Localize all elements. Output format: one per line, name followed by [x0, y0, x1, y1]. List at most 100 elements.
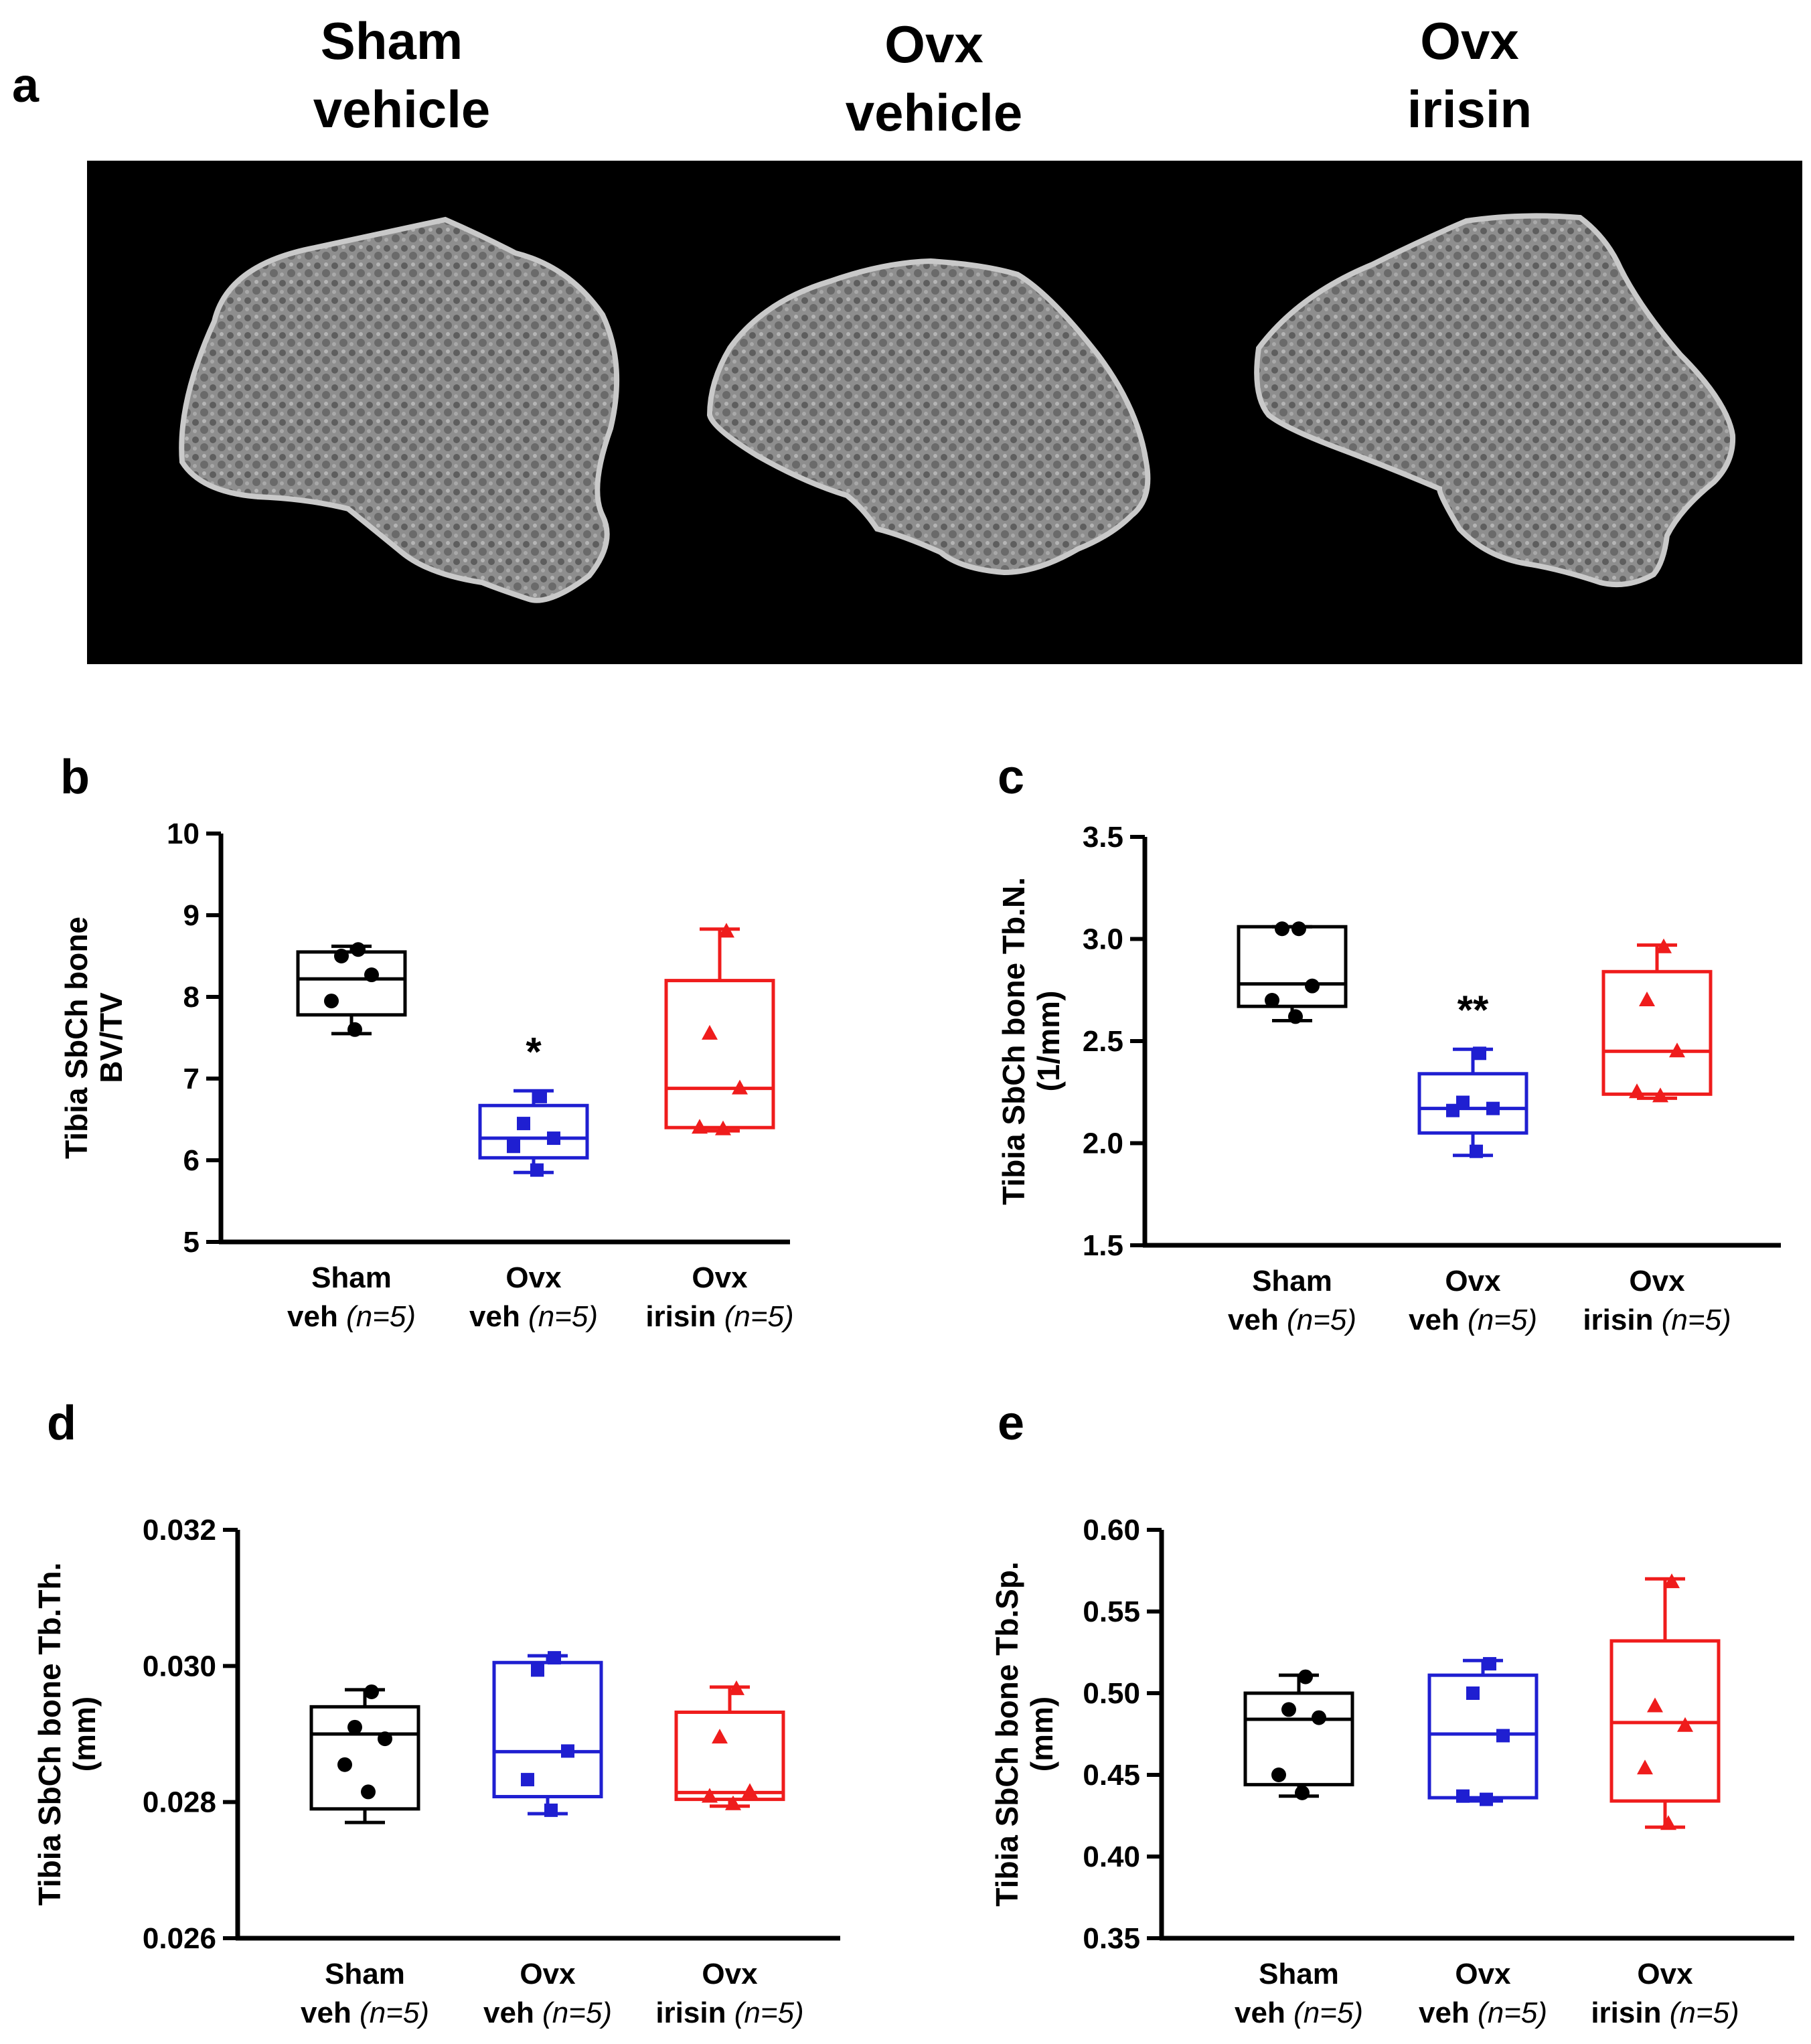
box-group: [492, 1651, 603, 1817]
x-category-n: (n=5): [528, 1300, 598, 1333]
data-point: [1473, 1046, 1486, 1060]
x-category-n: (n=5): [1293, 1996, 1363, 2029]
data-point: [702, 1024, 718, 1040]
x-category-n: (n=5): [734, 1996, 804, 2029]
panel-b-letter: b: [60, 751, 90, 804]
data-point: [1312, 1710, 1326, 1725]
x-category-label-line2: veh (n=5): [1419, 1996, 1547, 2029]
y-axis-label: Tibia SbCh bone Tb.Sp.: [990, 1561, 1024, 1906]
x-category-group: veh: [483, 1996, 542, 2029]
x-category-label: Ovx: [1455, 1958, 1511, 1990]
data-point: [530, 1163, 544, 1177]
box-group: [296, 942, 407, 1037]
x-category-label: Ovx: [692, 1261, 748, 1294]
data-point: [351, 942, 366, 957]
y-tick-label: 0.030: [143, 1650, 216, 1682]
x-category-label-line2: veh (n=5): [287, 1300, 416, 1333]
box-iqr: [1427, 1673, 1539, 1800]
y-axis-label: Tibia SbCh bone Tb.N.: [996, 877, 1031, 1205]
significance-annotation: **: [1458, 988, 1489, 1032]
data-point: [1647, 1697, 1663, 1713]
data-point: [1669, 1042, 1685, 1058]
y-tick-label: 0.026: [143, 1922, 216, 1955]
data-point: [337, 1757, 352, 1772]
x-category-group: veh: [1419, 1996, 1478, 2029]
y-axis-label: (mm): [67, 1697, 102, 1772]
panel-a-letter: a: [12, 59, 40, 112]
x-category-label-line2: irisin (n=5): [1583, 1304, 1731, 1336]
x-category-group: veh: [1235, 1996, 1293, 2029]
data-point: [561, 1744, 574, 1758]
data-point: [1265, 993, 1279, 1008]
x-category-group: irisin: [1583, 1304, 1661, 1336]
data-point: [347, 1022, 362, 1037]
y-tick-label: 0.35: [1083, 1922, 1140, 1955]
data-point: [1456, 1789, 1470, 1803]
x-category-label-line2: veh (n=5): [469, 1300, 598, 1333]
data-point: [702, 1788, 718, 1803]
y-tick-label: 5: [183, 1226, 200, 1259]
data-point: [1637, 1759, 1653, 1775]
y-tick-label: 0.60: [1083, 1514, 1140, 1547]
x-category-label: Sham: [325, 1958, 405, 1990]
data-point: [1639, 992, 1655, 1006]
data-point: [1295, 1785, 1310, 1800]
box-iqr: [296, 950, 407, 1017]
data-point: [1466, 1686, 1480, 1700]
x-category-label-line2: irisin (n=5): [655, 1996, 803, 2029]
data-point: [531, 1663, 544, 1677]
x-category-label-line2: irisin (n=5): [645, 1300, 793, 1333]
data-point: [1483, 1657, 1496, 1671]
x-category-label: Ovx: [520, 1958, 576, 1990]
data-point: [1275, 921, 1289, 937]
data-point: [544, 1803, 558, 1817]
y-tick-label: 2.0: [1083, 1127, 1123, 1160]
y-tick-label: 0.40: [1083, 1840, 1140, 1873]
data-point: [364, 1684, 379, 1699]
chart-tb-sp: 0.35 0.40 0.45 0.50 0.55 0.60 Tibia SbCh bone …: [990, 1514, 1794, 2029]
x-category-n: (n=5): [542, 1996, 612, 2029]
box-iqr: [1601, 969, 1713, 1096]
y-tick-label: 7: [183, 1063, 200, 1095]
y-tick-label: 9: [183, 899, 200, 932]
x-category-label-line2: veh (n=5): [1235, 1996, 1363, 2029]
data-point: [1288, 1009, 1303, 1024]
x-category-group: veh: [1409, 1304, 1468, 1336]
column-title-sham-line2: vehicle: [313, 80, 491, 139]
bone-section-ovx-irisin: [1254, 213, 1736, 588]
box-group: [1601, 938, 1713, 1103]
x-category-n: (n=5): [346, 1300, 416, 1333]
box-group: [1237, 921, 1348, 1024]
x-category-n: (n=5): [1670, 1996, 1739, 2029]
data-point: [521, 1773, 534, 1787]
data-point: [361, 1784, 376, 1800]
box-group: [1243, 1669, 1354, 1800]
bone-section-sham: [179, 216, 620, 603]
data-point: [507, 1139, 520, 1154]
box-group: [664, 923, 775, 1135]
data-point: [1446, 1103, 1460, 1117]
data-point: [732, 1079, 748, 1095]
x-category-group: irisin: [645, 1300, 724, 1333]
data-point: [334, 949, 349, 963]
column-title-sham-line1: Sham: [321, 11, 463, 70]
y-axis-label: Tibia SbCh bone: [59, 917, 94, 1159]
data-point: [548, 1651, 561, 1665]
data-point: [1298, 1669, 1313, 1684]
box-iqr: [492, 1660, 603, 1799]
box-iqr: [664, 979, 775, 1129]
x-category-label: Ovx: [1629, 1265, 1685, 1298]
data-point: [378, 1731, 392, 1747]
x-category-n: (n=5): [360, 1996, 429, 2029]
x-category-group: veh: [1228, 1304, 1287, 1336]
box-iqr: [1237, 925, 1348, 1008]
x-category-label: Ovx: [1445, 1265, 1501, 1298]
data-point: [364, 967, 379, 983]
data-point: [324, 994, 339, 1009]
x-category-label: Sham: [1259, 1958, 1339, 1990]
data-point: [1281, 1702, 1296, 1717]
x-category-n: (n=5): [1662, 1304, 1731, 1336]
column-title-ovx-vehicle-line2: vehicle: [846, 83, 1023, 142]
x-category-label: Ovx: [1637, 1958, 1693, 1990]
